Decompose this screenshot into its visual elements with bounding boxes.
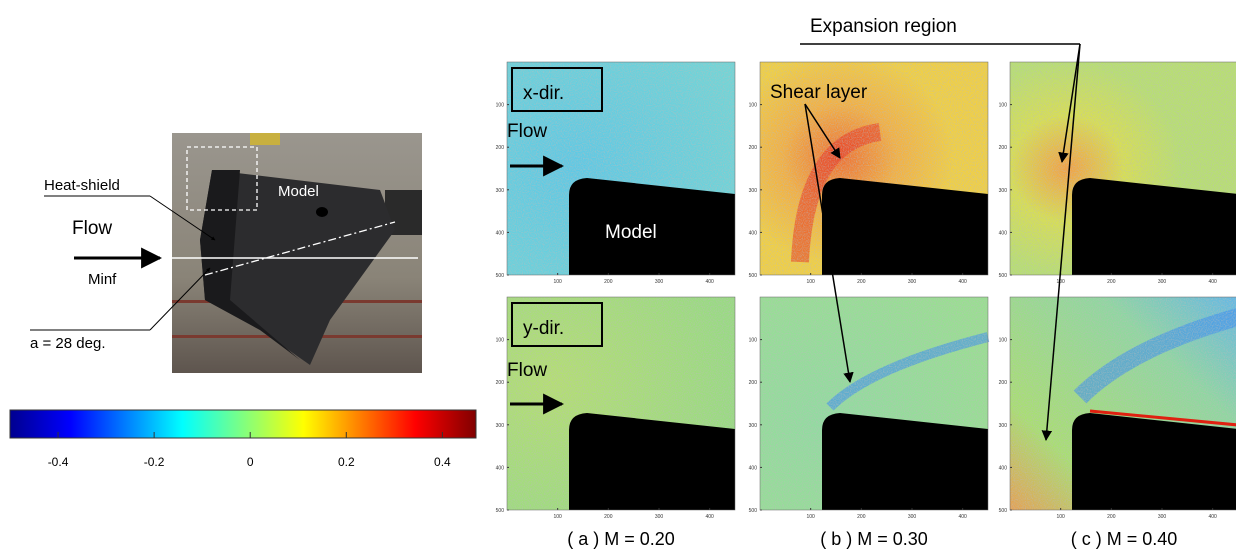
y-tick-label: 100 (999, 103, 1008, 109)
y-tick-label: 200 (999, 145, 1008, 151)
y-tick-label: 100 (999, 338, 1008, 344)
y-tick-label: 200 (496, 380, 505, 386)
caption: ( a ) M = 0.20 (567, 529, 675, 549)
model-silhouette (1072, 178, 1236, 275)
y-tick-label: 100 (749, 103, 758, 109)
x-tick-label: 200 (1107, 514, 1116, 520)
y-tick-label: 300 (496, 188, 505, 194)
model-silhouette (569, 413, 735, 510)
panel: 100 200 300 400 500 100 200 300 400 (749, 297, 988, 520)
photo-model-label: Model (278, 183, 319, 200)
panel: 100 200 300 400 500 100 200 300 400 (999, 297, 1236, 520)
x-tick-label: 300 (655, 279, 664, 285)
model-label: Model (605, 222, 657, 243)
model-silhouette (1072, 413, 1236, 510)
colorbar-tick-label: 0.4 (434, 455, 451, 469)
row-label: x-dir. (523, 83, 564, 104)
caption: ( b ) M = 0.30 (820, 529, 928, 549)
x-tick-label: 400 (1208, 279, 1217, 285)
y-tick-label: 400 (999, 465, 1008, 471)
model-silhouette (822, 178, 988, 275)
y-tick-label: 500 (999, 273, 1008, 279)
flow-label: Flow (72, 218, 112, 239)
x-tick-label: 400 (705, 514, 714, 520)
y-tick-label: 200 (749, 380, 758, 386)
y-tick-label: 200 (496, 145, 505, 151)
y-tick-label: 100 (496, 338, 505, 344)
colorbar (10, 410, 476, 438)
y-tick-label: 400 (749, 230, 758, 236)
y-tick-label: 400 (999, 230, 1008, 236)
expansion-region-label: Expansion region (810, 16, 957, 37)
y-tick-label: 200 (749, 145, 758, 151)
y-tick-label: 300 (999, 188, 1008, 194)
colorbar-tick-label: 0 (247, 455, 254, 469)
flow-label: Flow (507, 121, 547, 142)
x-tick-label: 400 (958, 514, 967, 520)
y-tick-label: 500 (496, 508, 505, 514)
colorbar-tick-label: 0.2 (338, 455, 355, 469)
heat-shield-label: Heat-shield (44, 177, 120, 194)
y-tick-label: 300 (496, 423, 505, 429)
x-tick-label: 200 (1107, 279, 1116, 285)
x-tick-label: 200 (604, 279, 613, 285)
minf-label: Minf (88, 271, 117, 288)
colorbar-tick-label: -0.4 (48, 455, 69, 469)
x-tick-label: 200 (857, 514, 866, 520)
x-tick-label: 100 (553, 279, 562, 285)
x-tick-label: 400 (1208, 514, 1217, 520)
shear-layer-label: Shear layer (770, 82, 868, 103)
x-tick-label: 100 (806, 279, 815, 285)
x-tick-label: 100 (1056, 514, 1065, 520)
y-tick-label: 400 (749, 465, 758, 471)
y-tick-label: 500 (749, 508, 758, 514)
y-tick-label: 100 (496, 103, 505, 109)
x-tick-label: 300 (655, 514, 664, 520)
x-tick-label: 100 (806, 514, 815, 520)
y-tick-label: 400 (496, 465, 505, 471)
panels: 100 200 300 400 500 100 200 300 400 100 200 300 400 5… (496, 62, 1236, 549)
x-tick-label: 100 (1056, 279, 1065, 285)
x-tick-label: 100 (553, 514, 562, 520)
y-tick-label: 500 (496, 273, 505, 279)
y-tick-label: 200 (999, 380, 1008, 386)
row-label: y-dir. (523, 318, 564, 339)
colorbar-tick-label: -0.2 (144, 455, 165, 469)
y-tick-label: 300 (749, 188, 758, 194)
y-tick-label: 500 (999, 508, 1008, 514)
caption: ( c ) M = 0.40 (1071, 529, 1178, 549)
y-tick-label: 300 (749, 423, 758, 429)
panel: 100 200 300 400 500 100 200 300 400 (999, 62, 1236, 285)
x-tick-label: 300 (1158, 514, 1167, 520)
y-tick-label: 100 (749, 338, 758, 344)
x-tick-label: 300 (908, 514, 917, 520)
x-tick-label: 400 (958, 279, 967, 285)
y-tick-label: 300 (999, 423, 1008, 429)
x-tick-label: 300 (1158, 279, 1167, 285)
y-tick-label: 400 (496, 230, 505, 236)
model-silhouette (822, 413, 988, 510)
flow-label: Flow (507, 360, 547, 381)
x-tick-label: 400 (705, 279, 714, 285)
x-tick-label: 300 (908, 279, 917, 285)
y-tick-label: 500 (749, 273, 758, 279)
alpha-label: a = 28 deg. (30, 335, 105, 352)
photo: Model (172, 133, 422, 373)
x-tick-label: 200 (604, 514, 613, 520)
figure: Model Heat-shield Flow Minf a = 28 deg. … (0, 0, 1236, 552)
x-tick-label: 200 (857, 279, 866, 285)
